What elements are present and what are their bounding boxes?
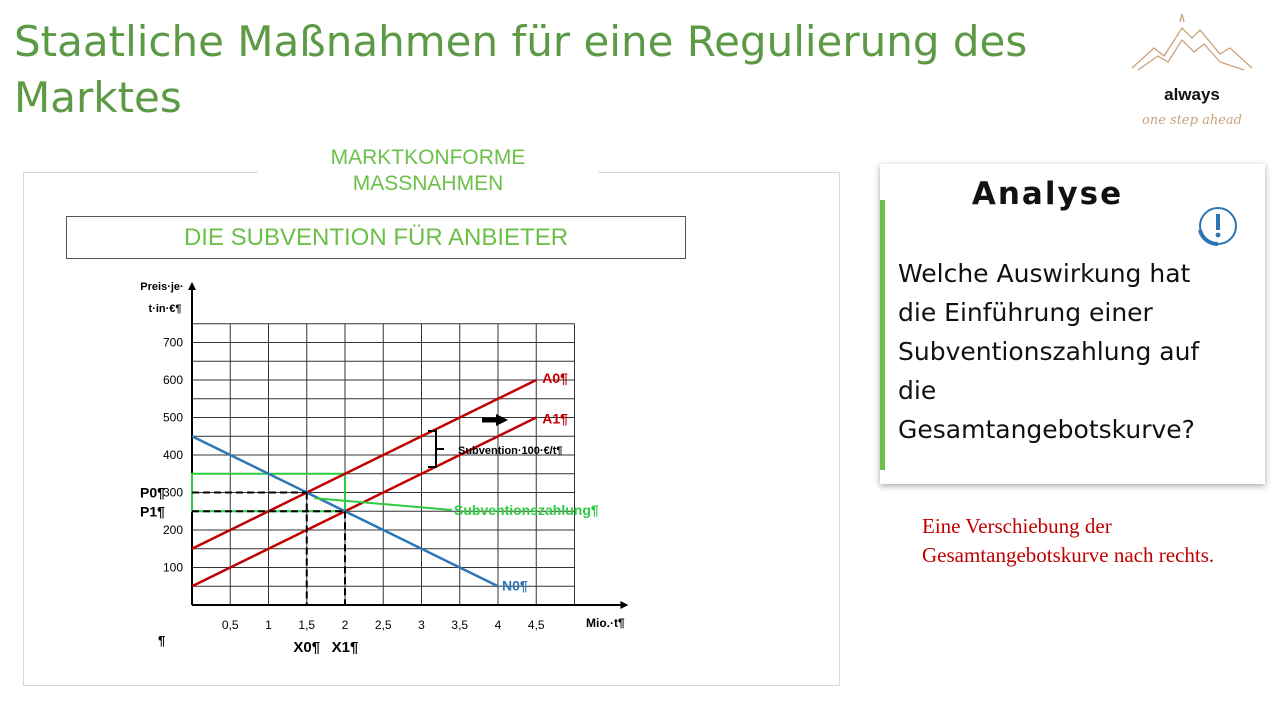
x-tick-label: 2,5: [375, 618, 392, 632]
series-label-n0: N0¶: [502, 577, 528, 593]
y-axis-label-line1: Preis·je·: [140, 281, 183, 293]
section-label: MARKTKONFORME MASSNAHMEN: [330, 146, 526, 195]
series-label-a1: A1¶: [542, 411, 568, 427]
panel-title: Analyse: [971, 176, 1124, 212]
mountain-icon: [1131, 13, 1253, 71]
answer-text: Eine Verschiebung der Gesamtangebotskurv…: [922, 514, 1215, 567]
subsidy-bracket: [428, 430, 444, 468]
y-tick-label: 300: [163, 486, 183, 500]
y-axis-arrow: [188, 282, 196, 290]
y-tick-label: 400: [163, 448, 183, 462]
equilibrium-quantity-label: X1¶: [332, 639, 359, 656]
y-tick-label: 600: [163, 373, 183, 387]
x-tick-label: 3,5: [451, 618, 468, 632]
logo-tagline: one step ahead: [1142, 113, 1242, 128]
equilibrium-price-label: P1¶: [140, 503, 165, 519]
x-tick-label: 1: [265, 618, 272, 632]
x-tick-label: 0,5: [222, 618, 239, 632]
y-axis-label-line2: t·in·€¶: [149, 303, 182, 315]
x-axis-arrow: [620, 601, 629, 609]
x-tick-label: 4,5: [528, 618, 545, 632]
subsidy-payment-label: Subventionszahlung¶: [454, 502, 599, 518]
subheading: DIE SUBVENTION FÜR ANBIETER: [183, 223, 569, 251]
series-line-a0: [191, 378, 537, 550]
y-tick-label: 200: [163, 523, 183, 537]
panel-question: Welche Auswirkung hat die Einführung ein…: [898, 259, 1200, 444]
slide-title: Staatliche Maßnahmen für eine Regulierun…: [14, 17, 1028, 122]
logo-text: always: [1164, 85, 1220, 104]
series-label-a0: A0¶: [542, 370, 568, 386]
subsidy-pointer: [314, 497, 453, 511]
equilibrium-quantity-label: X0¶: [293, 639, 320, 656]
exclamation-circle-icon: [1198, 207, 1237, 247]
x-tick-label: 3: [418, 618, 425, 632]
subsidy-amount-label: Subvention·100·€/t¶: [458, 445, 563, 457]
stray-mark: ¶: [158, 633, 165, 648]
equilibrium-price-label: P0¶: [140, 485, 165, 501]
x-tick-label: 2: [342, 618, 349, 632]
x-axis-label: Mio.·t¶: [586, 616, 625, 630]
always-logo: always one step ahead: [1131, 13, 1253, 128]
subheading-box: DIE SUBVENTION FÜR ANBIETER: [66, 216, 686, 259]
x-tick-label: 1,5: [298, 618, 315, 632]
x-tick-label: 4: [495, 618, 502, 632]
analysis-panel: Analyse Welche Auswirkung hat die Einfüh…: [880, 164, 1265, 484]
y-tick-label: 100: [163, 561, 183, 575]
y-tick-label: 500: [163, 411, 183, 425]
shift-arrow-head: [496, 414, 508, 426]
subsidy-chart: Preis·je· t·in·€¶ Mio.·t¶ 0,5 1 1,5 2 2,5 3 3,5 4 4…: [140, 281, 629, 656]
accent-bar: [880, 200, 885, 470]
y-tick-label: 700: [163, 336, 183, 350]
